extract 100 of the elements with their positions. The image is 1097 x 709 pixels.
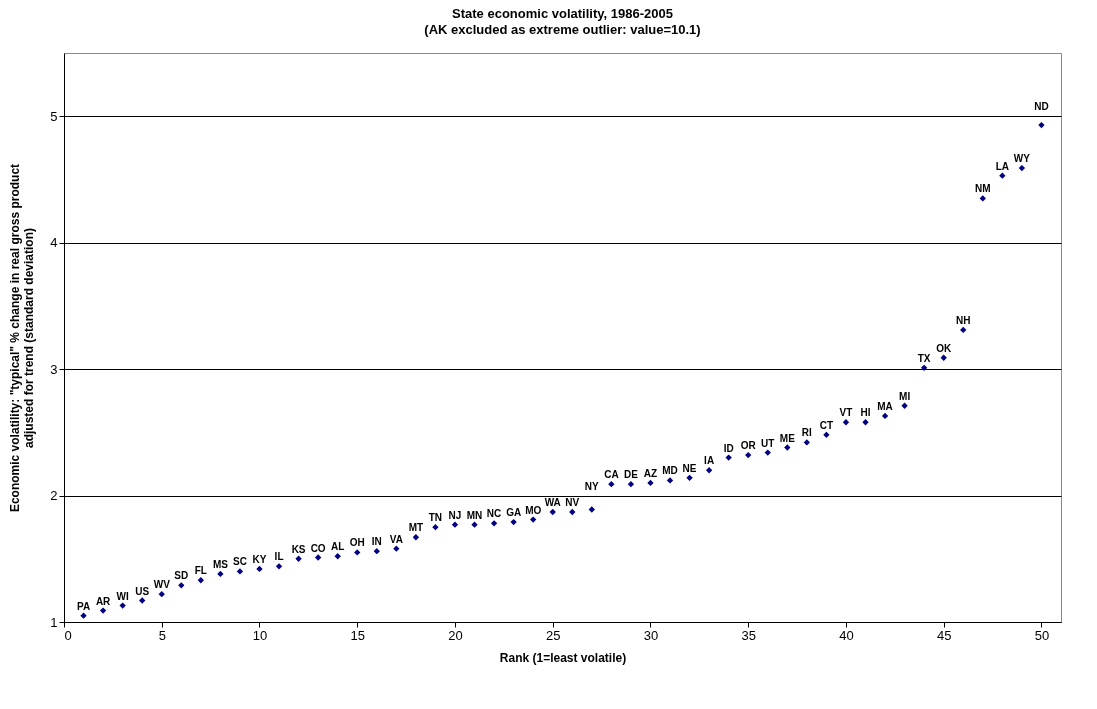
annotation: FL [194,565,207,577]
point [373,548,380,555]
point [569,508,576,516]
x-tick-label: 35 [741,627,756,643]
annotation: WY [1013,153,1031,165]
point [745,451,752,459]
annotation: US [135,585,150,597]
point [510,518,517,526]
chart-title: State economic volatility, 1986-2005 [452,6,673,21]
annotation: KS [291,543,306,555]
x-tick-label: 0 [64,627,72,643]
annotation: TX [917,352,931,364]
point [295,555,302,562]
annotation: MD [662,465,678,477]
annotation: MI [899,390,911,402]
point [275,563,283,570]
point [960,326,967,334]
x-tick-label: 15 [350,627,365,643]
point [139,597,146,604]
point [236,568,244,575]
point [1038,121,1045,129]
annotation: DE [623,469,639,481]
point [530,516,537,523]
point [354,549,361,556]
annotation: AL [331,541,345,553]
x-tick-label: 30 [643,627,659,643]
x-axis-title: Rank (1=least volatile) [499,650,627,665]
annotation: HI [860,407,871,419]
annotation: NE [682,462,697,474]
point [764,449,771,456]
point [920,364,928,372]
annotation: SC [232,556,247,568]
point [490,520,498,527]
point [80,612,87,619]
annotation: UT [761,437,775,449]
annotation: VT [839,407,853,419]
annotation: CT [819,419,834,431]
annotation: CO [310,542,326,554]
annotation: TN [428,512,443,524]
point [979,195,986,202]
point [608,481,615,488]
point [725,454,732,461]
annotation: NM [975,183,991,195]
annotation: ME [779,432,796,444]
annotation: SD [174,570,189,582]
annotation: ND [1034,101,1049,113]
point [197,577,205,584]
annotation: IA [704,455,715,467]
point [1018,164,1026,172]
annotation: OH [349,537,365,549]
point [901,402,908,409]
x-tick-label: 40 [839,627,854,643]
y-tick-label: 3 [50,361,58,377]
annotation: MO [525,504,542,516]
point [686,474,693,482]
x-tick-label: 10 [252,627,268,643]
annotation: PA [76,600,91,612]
y-tick-label: 1 [50,614,58,630]
annotation: ID [723,442,734,454]
point [627,481,635,488]
annotation: VA [389,533,403,545]
chart-subtitle: (AK excluded as extreme outlier: value=10.1) [424,22,701,37]
annotation: MT [408,522,424,534]
annotation: WV [153,579,171,591]
point [99,607,107,614]
point [412,534,420,541]
point [393,545,400,552]
annotation: GA [506,507,522,519]
point [647,479,654,487]
point [549,508,556,516]
point [705,467,713,474]
point [334,553,341,560]
point [881,412,889,420]
point [999,172,1006,179]
annotation: IL [274,551,284,563]
point [940,354,947,361]
point [784,444,791,451]
point [803,439,811,446]
y-axis-title: Economic volatility: "typical" % change in real gross product adjusted for trend (standard deviation) [8,163,37,513]
annotation: IN [371,536,382,548]
annotation: LA [995,160,1010,172]
point [119,602,126,609]
point [158,591,165,598]
x-tick-label: 45 [936,627,952,643]
point [471,521,478,528]
annotation: NV [565,496,580,508]
point [588,506,595,513]
point [217,570,224,578]
x-tick-label: 20 [448,627,463,643]
annotation: NJ [448,509,462,521]
point [432,524,439,531]
annotation: NC [486,508,502,520]
annotation: OK [936,342,952,354]
annotation: WI [116,590,129,602]
annotation: MN [466,509,483,521]
annotation: KY [252,553,267,565]
point [823,431,830,439]
point [256,565,263,573]
annotation: CA [604,469,619,481]
annotation: MS [212,558,229,570]
